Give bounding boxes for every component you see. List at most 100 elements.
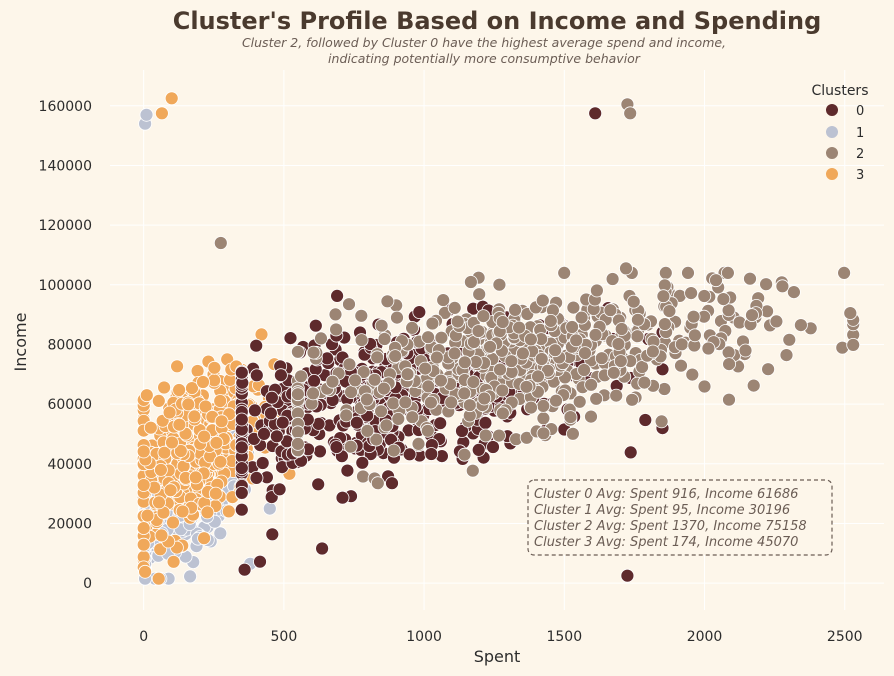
point-cluster-3 bbox=[154, 106, 169, 121]
point-cluster-2 bbox=[626, 294, 641, 309]
data-points bbox=[136, 91, 861, 586]
point-cluster-3 bbox=[172, 417, 187, 432]
legend-item-2: 2 bbox=[825, 146, 864, 162]
point-cluster-2 bbox=[775, 279, 790, 294]
point-cluster-3 bbox=[187, 409, 202, 424]
point-cluster-2 bbox=[400, 367, 415, 382]
point-cluster-0 bbox=[385, 476, 399, 491]
point-cluster-2 bbox=[354, 333, 369, 348]
point-cluster-2 bbox=[359, 392, 374, 407]
point-cluster-2 bbox=[637, 375, 652, 390]
legend-item-0: 0 bbox=[825, 103, 864, 119]
cluster-averages-annotation: Cluster 0 Avg: Spent 916, Income 61686 C… bbox=[527, 479, 833, 556]
point-cluster-2 bbox=[471, 324, 486, 339]
legend-label-1: 1 bbox=[856, 126, 864, 141]
point-cluster-0 bbox=[234, 440, 249, 455]
point-cluster-3 bbox=[214, 414, 229, 429]
point-cluster-2 bbox=[613, 354, 628, 369]
point-cluster-0 bbox=[620, 568, 635, 583]
point-cluster-0 bbox=[313, 444, 327, 459]
point-cluster-2 bbox=[433, 373, 448, 388]
annotation-line-0: Cluster 0 Avg: Spent 916, Income 61686 bbox=[534, 487, 798, 502]
point-cluster-2 bbox=[290, 387, 305, 402]
point-cluster-3 bbox=[140, 508, 155, 523]
point-cluster-2 bbox=[306, 386, 321, 401]
point-cluster-3 bbox=[221, 504, 236, 519]
y-axis-label: Income bbox=[11, 313, 30, 372]
plot-area: 0 500 1000 1500 2000 2500 0 20000 40000 60000 800… bbox=[39, 70, 884, 645]
point-cluster-0 bbox=[255, 456, 270, 470]
point-cluster-2 bbox=[837, 265, 851, 280]
point-cluster-2 bbox=[721, 303, 736, 318]
point-cluster-2 bbox=[329, 322, 344, 337]
point-cluster-0 bbox=[237, 562, 252, 577]
y-tick-label: 0 bbox=[83, 576, 92, 592]
point-cluster-0 bbox=[471, 442, 486, 457]
legend-marker-0 bbox=[825, 103, 839, 117]
point-cluster-0 bbox=[269, 429, 284, 444]
point-cluster-3 bbox=[136, 478, 151, 492]
point-cluster-2 bbox=[565, 320, 579, 334]
legend-label-2: 2 bbox=[856, 147, 864, 162]
point-cluster-2 bbox=[709, 273, 723, 288]
point-cluster-2 bbox=[563, 410, 578, 425]
point-cluster-2 bbox=[697, 289, 712, 303]
point-cluster-2 bbox=[354, 308, 369, 323]
legend-marker-2 bbox=[825, 146, 839, 160]
point-cluster-2 bbox=[377, 332, 392, 346]
legend-item-3: 3 bbox=[825, 167, 864, 183]
legend-label-0: 0 bbox=[856, 104, 864, 119]
annotation-line-1: Cluster 1 Avg: Spent 95, Income 30196 bbox=[534, 503, 790, 518]
point-cluster-3 bbox=[197, 429, 212, 444]
point-cluster-2 bbox=[370, 350, 385, 365]
point-cluster-2 bbox=[457, 447, 472, 462]
chart-subtitle-line-2: indicating potentially more consumptive … bbox=[328, 51, 641, 66]
point-cluster-2 bbox=[646, 344, 660, 359]
point-cluster-0 bbox=[402, 447, 417, 462]
point-cluster-2 bbox=[605, 272, 620, 286]
point-cluster-2 bbox=[421, 330, 436, 345]
point-cluster-3 bbox=[143, 420, 158, 435]
point-cluster-2 bbox=[447, 346, 462, 361]
y-tick-label: 40000 bbox=[47, 457, 92, 473]
point-cluster-0 bbox=[234, 502, 249, 517]
point-cluster-2 bbox=[492, 277, 507, 292]
point-cluster-0 bbox=[264, 390, 279, 405]
point-cluster-3 bbox=[198, 399, 213, 414]
point-cluster-2 bbox=[843, 306, 858, 321]
point-cluster-2 bbox=[535, 293, 550, 308]
point-cluster-2 bbox=[584, 377, 598, 392]
point-cluster-2 bbox=[463, 275, 478, 289]
point-cluster-2 bbox=[466, 375, 481, 389]
legend-item-1: 1 bbox=[825, 125, 864, 141]
point-cluster-3 bbox=[151, 393, 166, 408]
point-cluster-0 bbox=[424, 447, 439, 461]
point-cluster-2 bbox=[290, 425, 305, 440]
point-cluster-2 bbox=[436, 293, 451, 308]
point-cluster-0 bbox=[340, 463, 355, 478]
point-cluster-2 bbox=[681, 265, 695, 280]
point-cluster-2 bbox=[577, 363, 591, 377]
point-cluster-2 bbox=[534, 352, 549, 366]
point-cluster-2 bbox=[536, 426, 551, 441]
point-cluster-2 bbox=[508, 302, 522, 317]
point-cluster-2 bbox=[405, 410, 420, 425]
point-cluster-2 bbox=[609, 388, 624, 403]
point-cluster-0 bbox=[247, 403, 262, 418]
point-cluster-2 bbox=[376, 381, 391, 396]
annotation-line-3: Cluster 3 Avg: Spent 174, Income 45070 bbox=[534, 535, 798, 550]
point-cluster-2 bbox=[478, 428, 493, 443]
point-cluster-2 bbox=[658, 265, 673, 280]
point-cluster-0 bbox=[307, 373, 322, 388]
legend-label-3: 3 bbox=[856, 168, 864, 183]
point-cluster-2 bbox=[370, 476, 385, 491]
point-cluster-2 bbox=[398, 395, 413, 410]
point-cluster-0 bbox=[249, 368, 264, 383]
point-cluster-3 bbox=[172, 383, 187, 397]
x-tick-label: 1000 bbox=[406, 629, 442, 645]
point-cluster-0 bbox=[234, 485, 249, 500]
point-cluster-2 bbox=[367, 372, 382, 387]
point-cluster-2 bbox=[344, 385, 359, 400]
point-cluster-0 bbox=[455, 424, 469, 438]
point-cluster-2 bbox=[686, 309, 701, 324]
